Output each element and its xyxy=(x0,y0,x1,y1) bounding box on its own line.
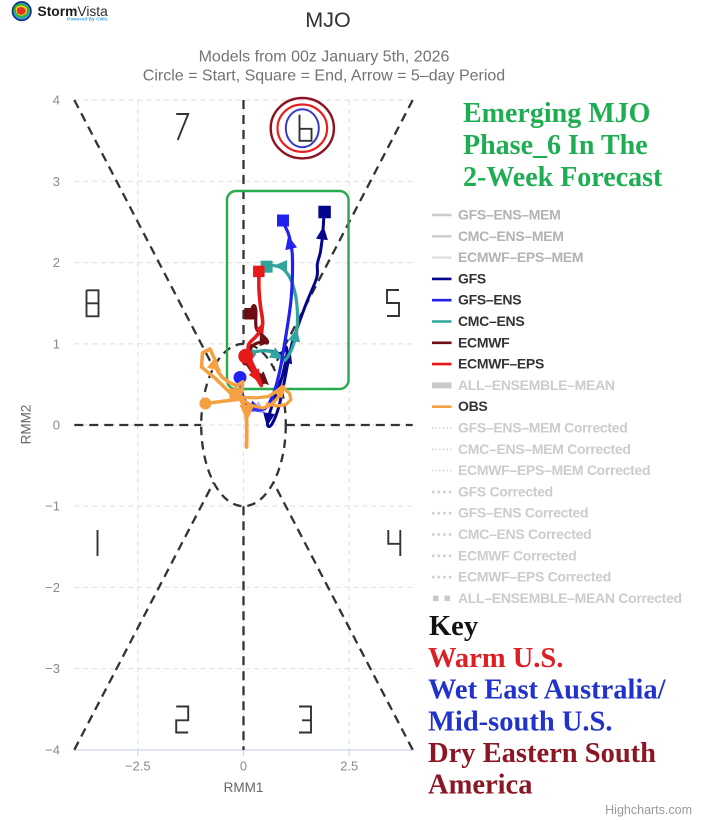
svg-text:GFS–ENS Corrected: GFS–ENS Corrected xyxy=(458,505,588,521)
svg-text:ECMWF–EPS Corrected: ECMWF–EPS Corrected xyxy=(458,569,611,585)
svg-text:ALL–ENSEMBLE–MEAN Corrected: ALL–ENSEMBLE–MEAN Corrected xyxy=(458,590,682,606)
svg-text:GFS–ENS: GFS–ENS xyxy=(458,292,521,308)
svg-text:GFS: GFS xyxy=(458,270,486,286)
svg-text:Phase_6 In The: Phase_6 In The xyxy=(463,130,648,161)
svg-text:MJO: MJO xyxy=(305,8,350,32)
svg-text:1: 1 xyxy=(53,336,60,351)
svg-text:Mid-south U.S.: Mid-south U.S. xyxy=(428,706,613,737)
svg-text:ALL–ENSEMBLE–MEAN: ALL–ENSEMBLE–MEAN xyxy=(458,377,615,393)
svg-text:Emerging MJO: Emerging MJO xyxy=(463,98,650,129)
svg-text:−4: −4 xyxy=(45,742,60,757)
svg-text:0: 0 xyxy=(240,759,247,774)
svg-text:GFS–ENS–MEM Corrected: GFS–ENS–MEM Corrected xyxy=(458,420,628,436)
svg-text:GFS Corrected: GFS Corrected xyxy=(458,483,553,499)
svg-text:2-Week Forecast: 2-Week Forecast xyxy=(463,162,663,193)
svg-text:−2: −2 xyxy=(45,580,60,595)
svg-text:2: 2 xyxy=(53,255,60,270)
svg-text:StormVista: StormVista xyxy=(38,4,109,19)
svg-text:CMC–ENS–MEM: CMC–ENS–MEM xyxy=(458,228,564,244)
svg-text:Models from 00z January 5th, 2: Models from 00z January 5th, 2026 xyxy=(199,49,450,66)
svg-text:Warm U.S.: Warm U.S. xyxy=(428,643,563,674)
svg-text:ECMWF Corrected: ECMWF Corrected xyxy=(458,547,576,563)
svg-text:CMC–ENS: CMC–ENS xyxy=(458,313,524,329)
svg-text:ECMWF–EPS–MEM Corrected: ECMWF–EPS–MEM Corrected xyxy=(458,462,650,478)
svg-text:0: 0 xyxy=(53,418,60,433)
svg-text:Circle = Start, Square = End,: Circle = Start, Square = End, Arrow = 5–… xyxy=(143,68,505,85)
svg-text:Highcharts.com: Highcharts.com xyxy=(605,803,692,817)
svg-text:Wet East Australia/: Wet East Australia/ xyxy=(428,675,667,706)
svg-text:3: 3 xyxy=(53,174,60,189)
svg-text:ECMWF–EPS–MEM: ECMWF–EPS–MEM xyxy=(458,249,583,265)
svg-text:Key: Key xyxy=(429,611,478,642)
svg-text:Dry Eastern South: Dry Eastern South xyxy=(428,738,656,769)
svg-text:−3: −3 xyxy=(45,661,60,676)
svg-text:OBS: OBS xyxy=(458,398,487,414)
svg-text:Powered By CWG: Powered By CWG xyxy=(67,17,108,22)
svg-text:ECMWF–EPS: ECMWF–EPS xyxy=(458,356,544,372)
svg-text:RMM2: RMM2 xyxy=(19,405,34,445)
svg-text:RMM1: RMM1 xyxy=(224,780,264,795)
svg-text:2.5: 2.5 xyxy=(340,759,358,774)
svg-text:CMC–ENS Corrected: CMC–ENS Corrected xyxy=(458,526,591,542)
svg-text:4: 4 xyxy=(53,93,60,108)
svg-text:−1: −1 xyxy=(45,499,60,514)
svg-text:America: America xyxy=(428,770,532,801)
svg-text:GFS–ENS–MEM: GFS–ENS–MEM xyxy=(458,207,561,223)
svg-text:ECMWF: ECMWF xyxy=(458,334,510,350)
svg-text:−2.5: −2.5 xyxy=(125,759,151,774)
svg-text:CMC–ENS–MEM Corrected: CMC–ENS–MEM Corrected xyxy=(458,441,631,457)
